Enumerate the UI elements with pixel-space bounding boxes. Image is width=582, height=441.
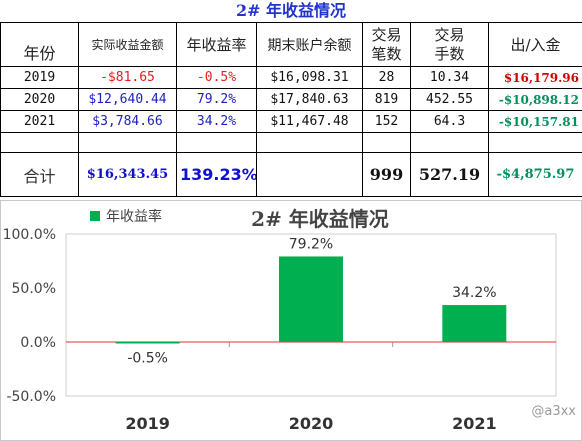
y-tick-label: 0.0%: [20, 335, 56, 351]
header-profit: 实际收益金额: [78, 22, 177, 67]
blank-cell: [488, 132, 582, 153]
cell-trades: 152: [362, 110, 411, 133]
blank-cell: [410, 132, 489, 153]
cell-profit: $12,640.44: [78, 88, 177, 111]
plot-area: [65, 233, 557, 397]
cell-lots: 452.55: [410, 88, 489, 111]
cell-balance: $11,467.48: [256, 110, 363, 133]
total-profit: $16,343.45: [78, 152, 177, 197]
cell-balance: $17,840.63: [256, 88, 363, 111]
cell-trades: 819: [362, 88, 411, 111]
cell-profit: -$81.65: [78, 66, 177, 89]
yearly-returns-table: 2# 年收益情况 年份 实际收益金额 年收益率 期末账户余额 交易 笔数 交易 …: [0, 0, 582, 198]
chart-title: 2# 年收益情况: [251, 207, 389, 231]
cell-inout: $16,179.96: [488, 66, 582, 89]
header-trades: 交易 笔数: [362, 22, 411, 67]
total-lots: 527.19: [410, 152, 489, 197]
table-title: 2# 年收益情况: [235, 1, 347, 20]
cell-inout: -$10,157.81: [488, 110, 582, 133]
cell-year: 2020: [0, 88, 79, 111]
blank-cell: [176, 132, 257, 153]
header-lots-line2: 手数: [434, 44, 465, 63]
blank-cell: [0, 132, 79, 153]
data-label: 34.2%: [452, 285, 496, 301]
data-label: -0.5%: [127, 351, 168, 367]
y-tick-label: 50.0%: [12, 281, 56, 297]
blank-cell: [362, 132, 411, 153]
bar: [115, 342, 180, 344]
table-row: 2021 $3,784.66 34.2% $11,467.48 152 64.3…: [0, 110, 582, 133]
cell-year: 2019: [0, 66, 79, 89]
header-year: 年份: [0, 22, 79, 67]
returns-grid: 年份 实际收益金额 年收益率 期末账户余额 交易 笔数 交易 手数 出/入金 2…: [0, 22, 582, 197]
total-row: 合计 $16,343.45 139.23% 999 527.19 -$4,875…: [0, 152, 582, 197]
total-rate: 139.23%: [176, 152, 257, 197]
cell-rate: 34.2%: [176, 110, 257, 133]
legend-label: 年收益率: [106, 208, 162, 225]
cell-lots: 64.3: [410, 110, 489, 133]
header-trades-line2: 笔数: [371, 44, 402, 63]
cell-trades: 28: [362, 66, 411, 89]
cell-rate: 79.2%: [176, 88, 257, 111]
chart-canvas: -50.0% 0.0% 50.0% 100.0% -0.5% 2019 79.2% 2020 3…: [0, 200, 582, 441]
bar: [442, 305, 507, 342]
header-row: 年份 实际收益金额 年收益率 期末账户余额 交易 笔数 交易 手数 出/入金: [0, 22, 582, 67]
x-tick-label: 2021: [452, 414, 497, 433]
header-trades-line1: 交易: [371, 25, 402, 44]
header-rate: 年收益率: [176, 22, 257, 67]
data-label: 79.2%: [289, 236, 333, 252]
table-row: 2019 -$81.65 -0.5% $16,098.31 28 10.34 $…: [0, 66, 582, 89]
cell-inout: -$10,898.12: [488, 88, 582, 111]
total-label: 合计: [0, 152, 79, 197]
header-balance: 期末账户余额: [256, 22, 363, 67]
cell-balance: $16,098.31: [256, 66, 363, 89]
y-tick-label: 100.0%: [3, 227, 56, 243]
legend-swatch: [90, 211, 100, 221]
total-inout: -$4,875.97: [488, 152, 582, 197]
blank-cell: [256, 132, 363, 153]
cell-profit: $3,784.66: [78, 110, 177, 133]
bar: [279, 256, 343, 342]
cell-rate: -0.5%: [176, 66, 257, 89]
blank-row: [0, 132, 582, 153]
cell-year: 2021: [0, 110, 79, 133]
watermark: @a3xx: [531, 404, 576, 419]
yearly-return-chart: -50.0% 0.0% 50.0% 100.0% -0.5% 2019 79.2% 2020 3…: [0, 200, 582, 441]
total-balance: [256, 152, 363, 197]
total-trades: 999: [362, 152, 411, 197]
x-tick-label: 2019: [125, 414, 170, 433]
header-lots: 交易 手数: [410, 22, 489, 67]
blank-cell: [78, 132, 177, 153]
header-inout: 出/入金: [488, 22, 582, 67]
table-row: 2020 $12,640.44 79.2% $17,840.63 819 452…: [0, 88, 582, 111]
y-tick-label: -50.0%: [6, 389, 56, 405]
cell-lots: 10.34: [410, 66, 489, 89]
x-tick-label: 2020: [289, 414, 334, 433]
header-lots-line1: 交易: [434, 25, 465, 44]
